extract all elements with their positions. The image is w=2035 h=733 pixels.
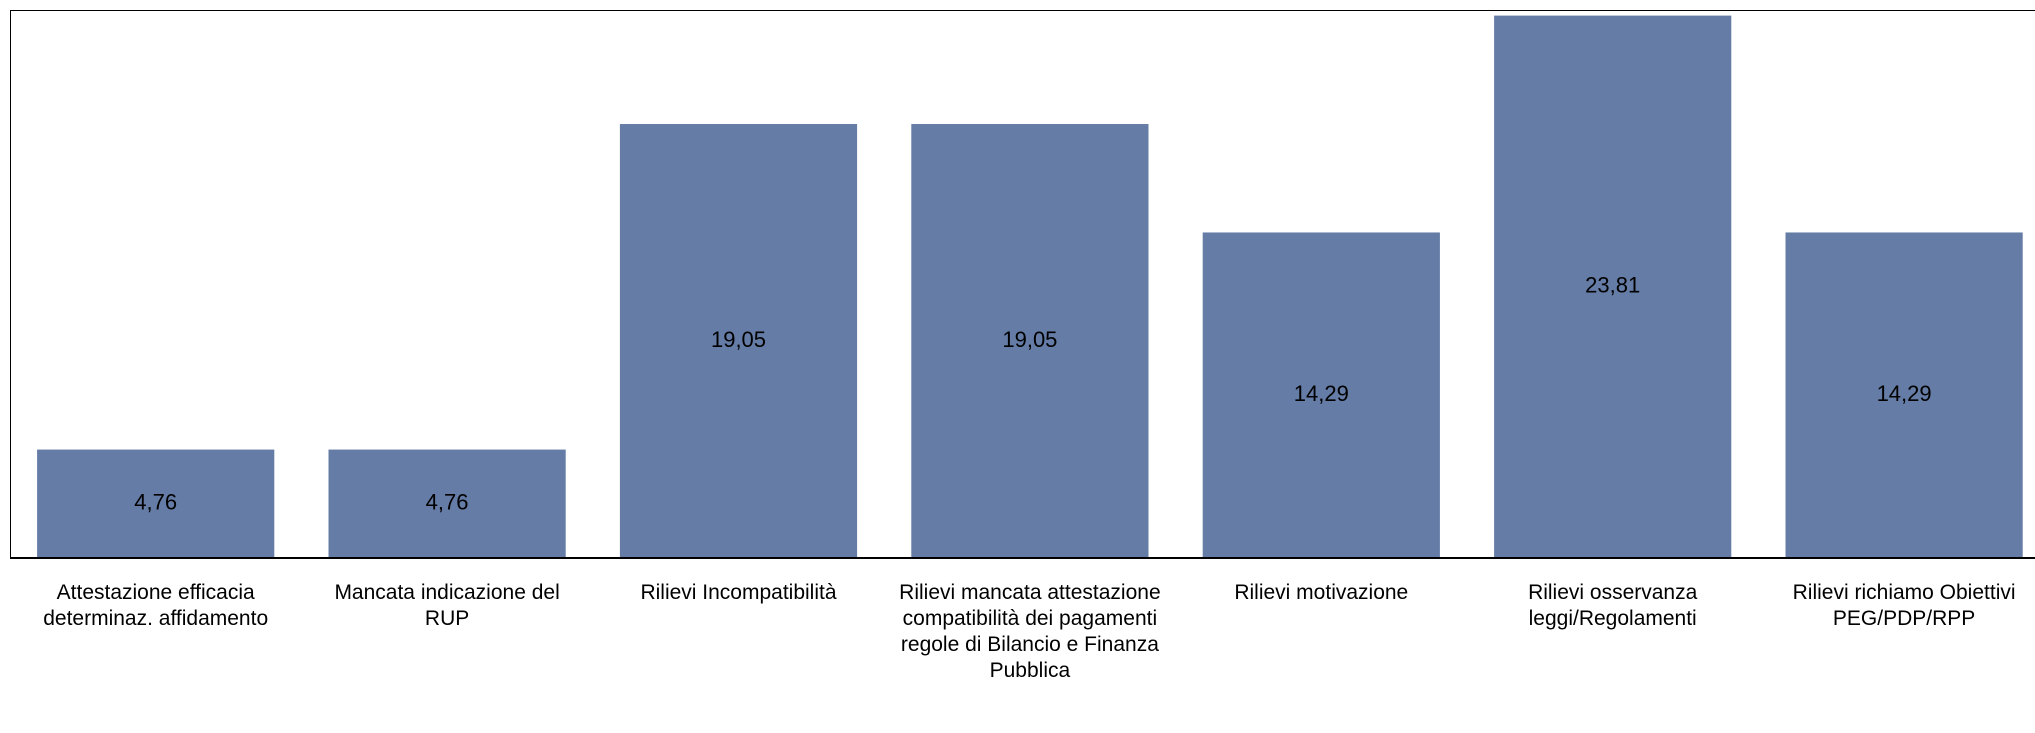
x-tick-label: Rilievi motivazione xyxy=(1234,581,1409,604)
data-label: 4,76 xyxy=(134,490,177,515)
data-label: 19,05 xyxy=(1002,327,1057,352)
bar xyxy=(1202,232,1440,558)
bar xyxy=(1785,232,2023,558)
x-tick-label: Attestazione efficacia determinaz. affid… xyxy=(43,581,269,630)
bar xyxy=(1494,15,1732,559)
x-tick-label: Rilievi Incompatibilità xyxy=(640,581,837,604)
data-label: 4,76 xyxy=(426,490,469,515)
data-label: 14,29 xyxy=(1877,381,1932,406)
bar xyxy=(37,449,275,558)
bar xyxy=(911,124,1149,559)
data-label: 19,05 xyxy=(711,327,766,352)
data-label: 23,81 xyxy=(1585,273,1640,298)
x-tick-label: Rilievi richiamo Obiettivi PEG/PDP/RPP xyxy=(1792,581,2016,630)
x-tick-label: Rilievi mancata attestazione compatibili… xyxy=(899,581,1161,682)
bar xyxy=(619,124,858,559)
bar xyxy=(328,449,566,558)
x-tick-label: Mancata indicazione del RUP xyxy=(334,581,560,630)
data-label: 14,29 xyxy=(1294,381,1349,406)
x-tick-label: Rilievi osservanza leggi/Regolamenti xyxy=(1528,581,1698,630)
